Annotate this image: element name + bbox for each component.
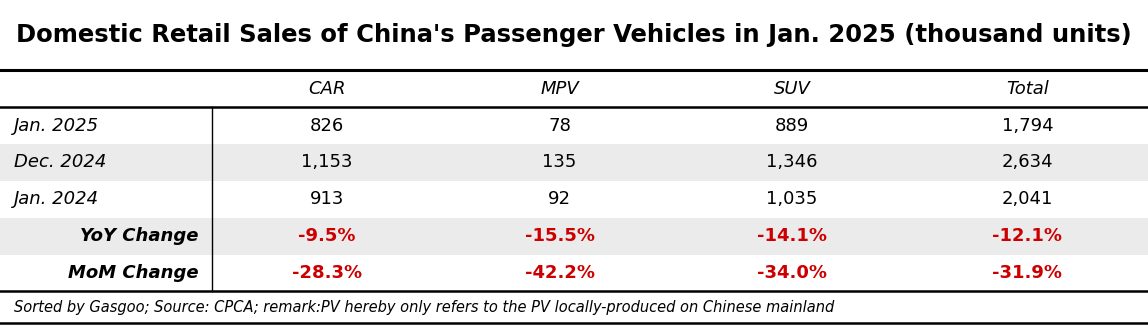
Bar bbox=[0, 0, 1148, 70]
Text: -15.5%: -15.5% bbox=[525, 227, 595, 245]
Text: 1,346: 1,346 bbox=[767, 153, 817, 172]
Bar bbox=[0, 107, 1148, 144]
Bar bbox=[0, 70, 1148, 107]
Text: -9.5%: -9.5% bbox=[298, 227, 356, 245]
Text: -14.1%: -14.1% bbox=[758, 227, 827, 245]
Text: CAR: CAR bbox=[309, 80, 346, 98]
Text: 78: 78 bbox=[549, 117, 571, 135]
Text: -31.9%: -31.9% bbox=[993, 264, 1062, 282]
Text: Dec. 2024: Dec. 2024 bbox=[14, 153, 106, 172]
Text: YoY Change: YoY Change bbox=[80, 227, 199, 245]
Text: 2,634: 2,634 bbox=[1002, 153, 1053, 172]
Bar bbox=[0, 218, 1148, 255]
Text: Total: Total bbox=[1006, 80, 1049, 98]
Text: Jan. 2024: Jan. 2024 bbox=[14, 190, 99, 208]
Text: 889: 889 bbox=[775, 117, 809, 135]
Text: -42.2%: -42.2% bbox=[525, 264, 595, 282]
Text: 1,794: 1,794 bbox=[1002, 117, 1053, 135]
Text: SUV: SUV bbox=[774, 80, 810, 98]
Text: MPV: MPV bbox=[541, 80, 579, 98]
Text: Jan. 2025: Jan. 2025 bbox=[14, 117, 99, 135]
Text: 1,035: 1,035 bbox=[767, 190, 817, 208]
Text: 826: 826 bbox=[310, 117, 344, 135]
Text: 913: 913 bbox=[310, 190, 344, 208]
Text: -34.0%: -34.0% bbox=[758, 264, 827, 282]
Bar bbox=[0, 291, 1148, 323]
Text: Sorted by Gasgoo; Source: CPCA; remark:PV hereby only refers to the PV locally-p: Sorted by Gasgoo; Source: CPCA; remark:P… bbox=[14, 300, 835, 315]
Text: 135: 135 bbox=[543, 153, 576, 172]
Text: -12.1%: -12.1% bbox=[993, 227, 1062, 245]
Text: 2,041: 2,041 bbox=[1002, 190, 1053, 208]
Text: 1,153: 1,153 bbox=[302, 153, 352, 172]
Bar bbox=[0, 144, 1148, 181]
Bar bbox=[0, 181, 1148, 218]
Text: 92: 92 bbox=[548, 190, 572, 208]
Text: -28.3%: -28.3% bbox=[292, 264, 363, 282]
Text: Domestic Retail Sales of China's Passenger Vehicles in Jan. 2025 (thousand units: Domestic Retail Sales of China's Passeng… bbox=[16, 23, 1132, 47]
Text: MoM Change: MoM Change bbox=[68, 264, 199, 282]
Bar bbox=[0, 255, 1148, 291]
